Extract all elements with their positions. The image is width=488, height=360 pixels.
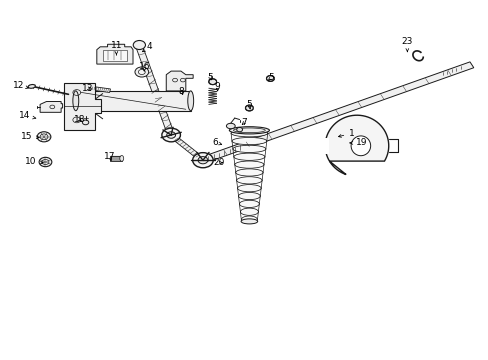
Polygon shape — [76, 91, 190, 111]
Polygon shape — [102, 50, 127, 61]
Text: 16: 16 — [138, 62, 150, 71]
Polygon shape — [110, 156, 122, 161]
Ellipse shape — [39, 157, 52, 167]
Ellipse shape — [237, 185, 261, 192]
Text: 9: 9 — [214, 82, 220, 91]
Ellipse shape — [266, 76, 274, 81]
Polygon shape — [325, 115, 388, 175]
Ellipse shape — [231, 138, 266, 145]
Ellipse shape — [238, 193, 260, 200]
Ellipse shape — [245, 105, 253, 111]
Text: 6: 6 — [212, 138, 221, 147]
Polygon shape — [201, 62, 473, 163]
Ellipse shape — [138, 69, 145, 75]
Polygon shape — [86, 86, 110, 93]
Ellipse shape — [28, 85, 35, 88]
Ellipse shape — [232, 145, 265, 153]
Text: 5: 5 — [268, 73, 274, 82]
Ellipse shape — [234, 161, 264, 168]
Ellipse shape — [192, 153, 213, 168]
Ellipse shape — [236, 127, 242, 132]
Ellipse shape — [120, 156, 123, 161]
Ellipse shape — [73, 91, 79, 111]
Text: 12: 12 — [13, 81, 28, 90]
Polygon shape — [166, 71, 193, 91]
Text: 13: 13 — [82, 84, 94, 93]
Ellipse shape — [208, 79, 216, 85]
Ellipse shape — [37, 132, 51, 142]
Text: 14: 14 — [19, 111, 36, 120]
Ellipse shape — [241, 216, 257, 223]
Polygon shape — [63, 83, 101, 130]
Ellipse shape — [166, 132, 175, 138]
Text: 17: 17 — [104, 152, 116, 161]
Ellipse shape — [233, 153, 264, 160]
Polygon shape — [40, 102, 62, 112]
Text: 20: 20 — [213, 158, 224, 167]
Ellipse shape — [236, 177, 262, 184]
Text: 19: 19 — [349, 139, 367, 148]
Ellipse shape — [198, 157, 207, 164]
Ellipse shape — [226, 123, 235, 129]
Polygon shape — [169, 134, 204, 162]
Polygon shape — [97, 44, 133, 64]
Ellipse shape — [235, 169, 263, 176]
Text: 23: 23 — [401, 37, 412, 51]
Text: 8: 8 — [178, 87, 183, 96]
Text: 5: 5 — [246, 100, 252, 109]
Text: 18: 18 — [73, 115, 85, 124]
Text: 10: 10 — [24, 157, 43, 166]
Ellipse shape — [135, 67, 148, 77]
Ellipse shape — [239, 200, 259, 207]
Ellipse shape — [350, 136, 370, 156]
Text: 7: 7 — [241, 118, 247, 127]
Ellipse shape — [240, 208, 258, 215]
Ellipse shape — [187, 91, 193, 111]
Ellipse shape — [241, 219, 257, 224]
Text: 11: 11 — [110, 40, 122, 55]
Text: 1: 1 — [338, 129, 354, 138]
Text: 5: 5 — [207, 73, 213, 82]
Polygon shape — [322, 138, 328, 154]
Polygon shape — [136, 46, 174, 136]
Text: 4: 4 — [142, 42, 152, 52]
Ellipse shape — [133, 40, 145, 49]
Text: 15: 15 — [21, 132, 39, 141]
Ellipse shape — [229, 127, 269, 134]
Ellipse shape — [162, 128, 180, 142]
Ellipse shape — [82, 120, 89, 125]
Ellipse shape — [231, 130, 267, 137]
